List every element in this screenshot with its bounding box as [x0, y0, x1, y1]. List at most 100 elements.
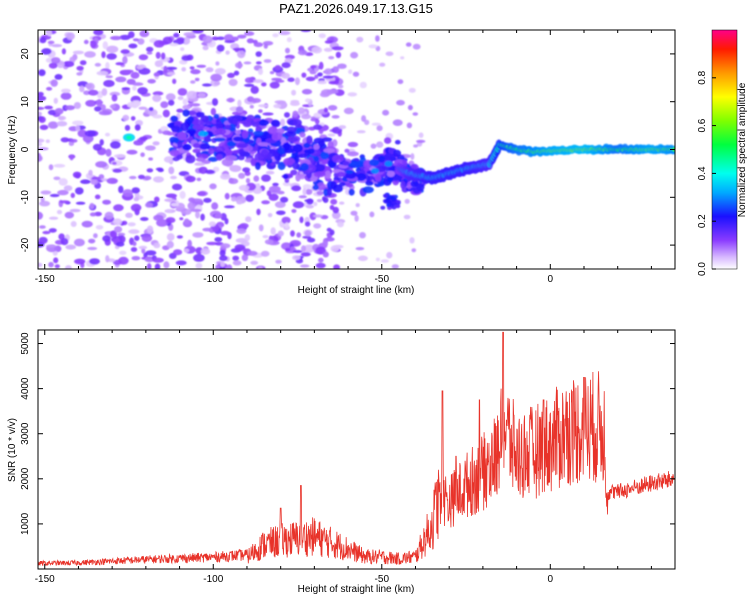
spectrogram-blob: [51, 44, 63, 48]
spectrogram-blob: [65, 244, 76, 250]
spectrogram-blob: [262, 112, 274, 116]
spectrogram-blob: [410, 153, 415, 160]
spectrogram-blob: [355, 203, 360, 208]
spectrogram-blob: [292, 255, 301, 261]
spectrogram-y-ticks: -20 -10 0 10 20: [20, 48, 675, 252]
spectrogram-x-ticks: -150 -100 -50 0: [35, 30, 652, 285]
spectrogram-blob: [382, 109, 390, 116]
spectrogram-blob: [153, 40, 165, 48]
spectrogram-blob: [195, 111, 205, 118]
spectrogram-blob: [202, 45, 209, 51]
spectrogram-blob: [180, 122, 189, 132]
spectrogram-blob: [148, 157, 154, 161]
spectrogram-blob: [176, 235, 183, 239]
spectrogram-blob: [195, 210, 200, 219]
spectrogram-blob: [342, 174, 353, 179]
spectrogram-blob: [146, 51, 153, 55]
spectrogram-blob: [118, 185, 124, 194]
spectrogram-blob: [39, 37, 47, 44]
spectrogram-blob: [112, 161, 117, 165]
spectrogram-blob: [272, 33, 279, 38]
spectrogram-blob: [187, 116, 195, 124]
spectrogram-blob: [132, 38, 140, 42]
spectrogram-blob: [283, 143, 290, 151]
spectrogram-blob: [394, 139, 401, 145]
spectrogram-blob: [152, 91, 164, 96]
spectrogram-blob: [350, 51, 359, 59]
spectrogram-blob: [306, 135, 313, 144]
spectrogram-blob: [111, 94, 118, 102]
spectrogram-blob: [176, 108, 184, 113]
spectrogram-blob: [130, 203, 142, 212]
colorbar-tick-label: 0.2: [697, 214, 708, 228]
spectrogram-blob: [280, 196, 289, 203]
spectrogram-blob: [261, 200, 270, 205]
spectrogram-blob: [38, 116, 46, 123]
spectrogram-blob: [416, 183, 425, 192]
spectrogram-blob: [102, 199, 111, 205]
spectrogram-blob: [101, 178, 109, 182]
spectrogram-blob: [246, 250, 258, 256]
spectrogram-blob: [154, 60, 164, 68]
spectrogram-blob: [400, 56, 405, 60]
spectrogram-blob: [418, 132, 424, 138]
spectrogram-blob: [52, 250, 58, 256]
spectrogram-blob: [315, 262, 326, 269]
spectrogram-blob: [106, 53, 117, 60]
spectrogram-blob: [359, 232, 366, 239]
colorbar-tick-label: 0.6: [697, 118, 708, 132]
spectrogram-blob: [127, 222, 136, 227]
spectrogram-blob: [207, 156, 219, 162]
spectrogram-blob: [224, 205, 235, 209]
spectrogram-blob: [205, 120, 213, 126]
spectrogram-blob: [195, 157, 206, 162]
spectrogram-blob: [53, 97, 58, 104]
spectrogram-blob: [244, 234, 251, 242]
spectrogram-blob: [113, 218, 123, 226]
spectrogram-blob: [322, 251, 329, 258]
spectrogram-blob: [412, 112, 419, 116]
spectrogram-blob: [114, 226, 123, 233]
spectrogram-blob: [48, 261, 54, 268]
spectrogram-blob: [138, 245, 148, 250]
spectrogram-blob: [146, 225, 154, 234]
spectrogram-blob: [177, 140, 183, 149]
spectrogram-blob: [313, 164, 326, 172]
spectrogram-blob: [395, 199, 401, 204]
spectrogram-blob: [160, 101, 169, 109]
spectrogram-blob: [76, 72, 83, 76]
spectrogram-blob: [91, 176, 101, 180]
spectrogram-blob: [197, 92, 206, 98]
spectrogram-blob: [180, 47, 185, 51]
spectrogram-blob: [38, 138, 45, 143]
spectrogram-blob: [215, 128, 227, 136]
spectrogram-blob: [121, 220, 128, 226]
spectrogram-blob: [384, 198, 390, 203]
spectrogram-blob: [109, 91, 121, 97]
spectrogram-blob: [171, 125, 181, 133]
spectrogram-blob: [323, 107, 328, 113]
spectrogram-blob: [330, 198, 338, 205]
spectrogram-blob: [284, 112, 290, 118]
spectrogram-blob: [262, 235, 269, 239]
spectrogram-blob: [194, 162, 206, 166]
spectrogram-blob: [202, 227, 213, 232]
spectrogram-blob: [344, 148, 350, 153]
spectrogram-blob: [264, 239, 274, 245]
spectrogram-blob: [243, 61, 252, 65]
spectrogram-blob: [89, 258, 100, 265]
spectrogram-blob: [177, 88, 188, 96]
spectrogram-blob: [233, 150, 240, 155]
spectrogram-blob: [276, 128, 285, 134]
spectrogram-blob: [168, 166, 175, 175]
spectrogram-blob: [323, 148, 336, 154]
spectrogram-x-label: Height of straight line (km): [298, 285, 415, 296]
spectrogram-blob: [332, 154, 344, 163]
spectrogram-blob: [113, 204, 124, 212]
spectrogram-blob: [281, 72, 290, 79]
spectrogram-blob: [117, 232, 126, 236]
spectrogram-blob: [141, 247, 146, 254]
spectrogram-blob: [244, 31, 255, 36]
spectrogram-blob: [281, 216, 291, 224]
spectrogram-blob: [53, 176, 61, 181]
